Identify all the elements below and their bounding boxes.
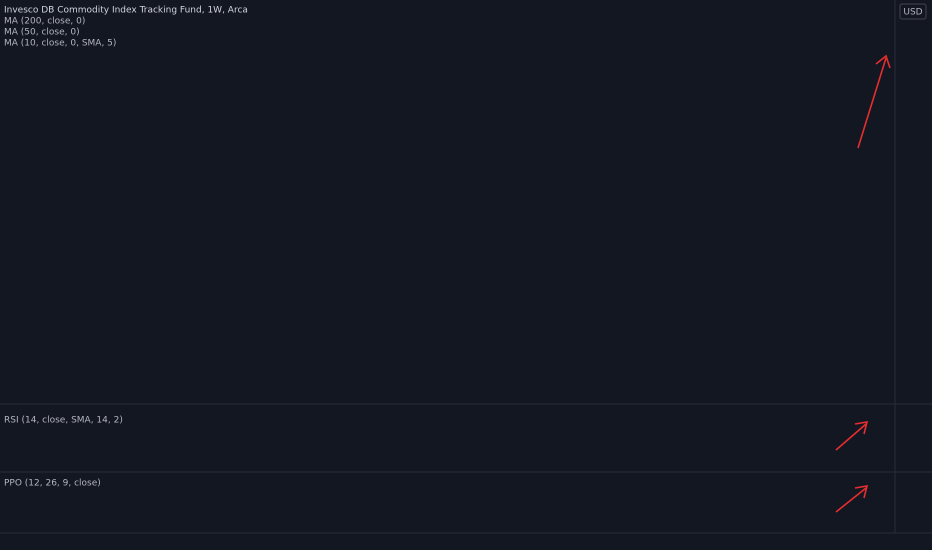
currency-box[interactable] [899,3,927,20]
currency[interactable]: USD [903,8,922,18]
chart-title: Invesco DB Commodity Index Tracking Fund… [4,6,248,16]
legend-entry: MA (200, close, 0) [4,17,85,27]
rsi-title: RSI (14, close, SMA, 14, 2) [4,416,123,426]
arrow [857,54,891,149]
annotation-arrows [835,54,891,513]
arrow [835,485,869,513]
legend-entry: MA (10, close, 0, SMA, 5) [4,39,116,49]
legend-entry: MA (50, close, 0) [4,28,80,38]
ppo-title: PPO (12, 26, 9, close) [4,479,101,489]
arrow [835,421,869,451]
